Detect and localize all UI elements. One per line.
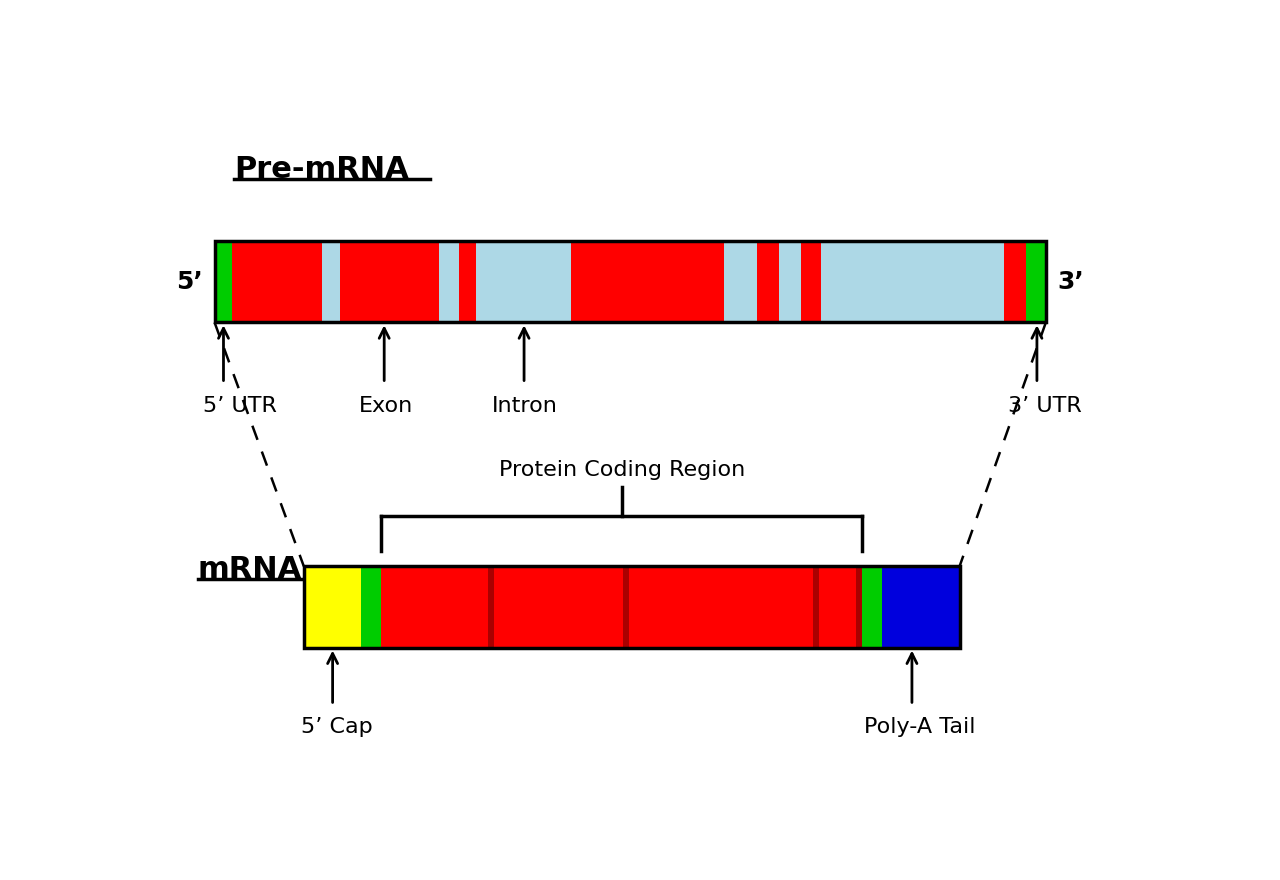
Text: 3’: 3’ bbox=[1057, 270, 1084, 294]
Bar bbox=[303, 567, 960, 648]
Bar bbox=[439, 241, 458, 322]
Bar bbox=[630, 567, 813, 648]
Bar bbox=[819, 567, 856, 648]
Text: 5’ Cap: 5’ Cap bbox=[301, 717, 372, 737]
Bar bbox=[856, 567, 863, 648]
Text: 3’ UTR: 3’ UTR bbox=[1009, 396, 1082, 415]
Bar bbox=[489, 567, 494, 648]
Bar bbox=[623, 567, 630, 648]
Bar bbox=[813, 567, 819, 648]
Bar bbox=[494, 567, 623, 648]
Bar bbox=[361, 567, 381, 648]
Bar bbox=[863, 567, 882, 648]
Text: Protein Coding Region: Protein Coding Region bbox=[499, 460, 745, 480]
Text: mRNA: mRNA bbox=[197, 555, 302, 584]
Bar bbox=[381, 567, 489, 648]
Bar bbox=[476, 241, 571, 322]
Bar bbox=[215, 241, 233, 322]
Text: 5’ UTR: 5’ UTR bbox=[202, 396, 276, 415]
Text: Poly-A Tail: Poly-A Tail bbox=[864, 717, 975, 737]
Bar bbox=[801, 241, 820, 322]
Bar bbox=[303, 567, 361, 648]
Bar bbox=[882, 567, 960, 648]
Bar bbox=[780, 241, 801, 322]
Bar bbox=[321, 241, 339, 322]
Bar bbox=[758, 241, 780, 322]
Text: Pre-mRNA: Pre-mRNA bbox=[234, 156, 410, 185]
Bar bbox=[820, 241, 1005, 322]
Text: Intron: Intron bbox=[493, 396, 558, 415]
Text: 5’: 5’ bbox=[175, 270, 202, 294]
Text: Exon: Exon bbox=[358, 396, 412, 415]
Bar bbox=[215, 241, 1046, 322]
Bar bbox=[1005, 241, 1027, 322]
Bar bbox=[571, 241, 724, 322]
Bar bbox=[233, 241, 321, 322]
Bar bbox=[1027, 241, 1046, 322]
Bar bbox=[339, 241, 439, 322]
Bar bbox=[458, 241, 476, 322]
Bar bbox=[724, 241, 758, 322]
